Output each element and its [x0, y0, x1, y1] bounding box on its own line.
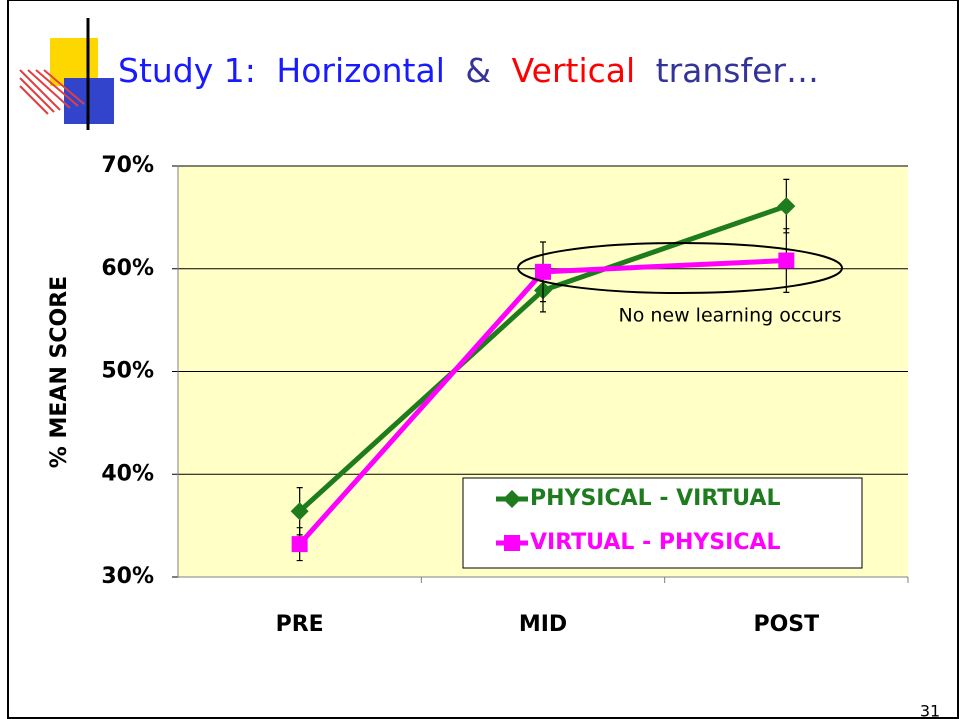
marker — [503, 490, 521, 508]
x-tick-label: PRE — [276, 612, 324, 637]
annotation: No new learning occurs — [618, 305, 841, 327]
title-part: Horizontal — [276, 51, 445, 90]
legend-label: VIRTUAL - PHYSICAL — [530, 530, 781, 555]
y-axis-title: % MEAN SCORE — [47, 276, 72, 468]
title-part: & — [465, 51, 491, 90]
x-tick-label: MID — [519, 612, 567, 637]
marker — [291, 536, 308, 553]
y-tick-label: 50% — [101, 359, 154, 384]
title-part: Study 1: — [118, 51, 256, 90]
marker — [504, 535, 520, 551]
title-part: transfer… — [656, 51, 819, 90]
legend-label: PHYSICAL - VIRTUAL — [530, 486, 781, 511]
marker — [778, 252, 795, 269]
y-tick-label: 40% — [101, 461, 154, 486]
annotation-ellipse — [517, 242, 843, 294]
slide-title: Study 1: Horizontal & Vertical transfer… — [118, 51, 819, 90]
y-tick-label: 70% — [101, 153, 154, 178]
deco-stripes — [19, 69, 85, 115]
marker — [535, 263, 551, 280]
legend — [462, 477, 863, 569]
marker — [777, 197, 796, 216]
x-tick-label: POST — [753, 612, 819, 637]
y-tick-label: 30% — [101, 564, 154, 589]
title-part: Vertical — [512, 51, 636, 90]
marker — [290, 502, 309, 521]
page-number: 31 — [920, 702, 940, 719]
y-tick-label: 60% — [101, 256, 154, 281]
